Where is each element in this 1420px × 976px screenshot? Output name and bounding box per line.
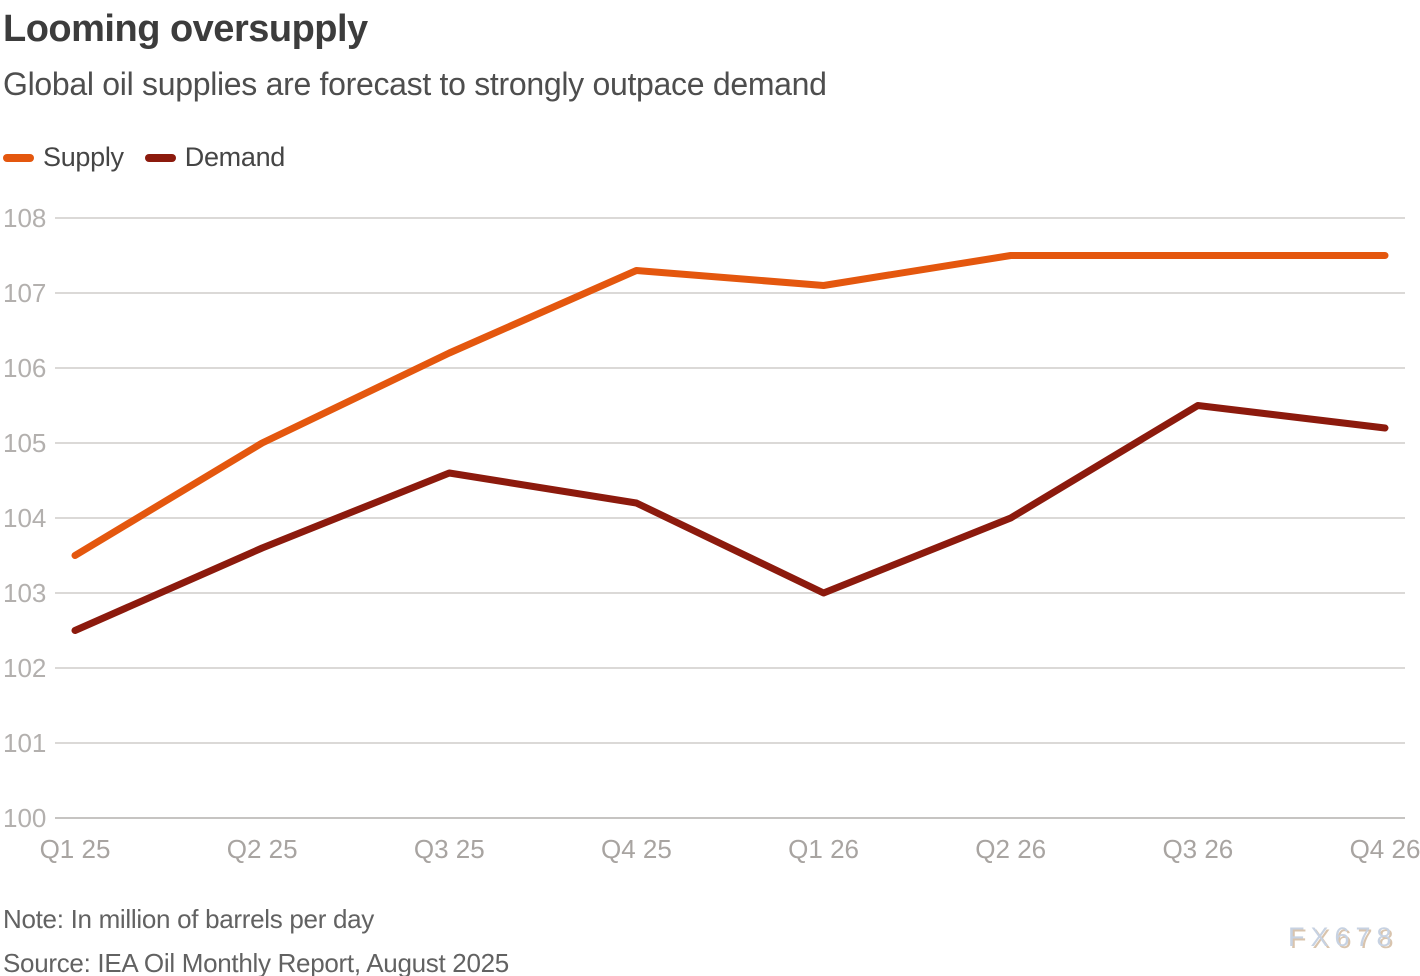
y-tick-label: 101 — [3, 728, 46, 758]
supply-swatch-icon — [3, 153, 34, 162]
y-tick-label: 104 — [3, 503, 46, 533]
supply-line — [71, 252, 1389, 559]
x-tick-label: Q1 25 — [40, 834, 111, 864]
chart-source: Source: IEA Oil Monthly Report, August 2… — [3, 948, 509, 976]
x-tick-label: Q2 25 — [227, 834, 298, 864]
legend-item-supply: Supply — [3, 142, 124, 173]
y-tick-label: 106 — [3, 353, 46, 383]
x-tick-label: Q4 26 — [1350, 834, 1420, 864]
chart-note: Note: In million of barrels per day — [3, 904, 375, 934]
y-tick-label: 107 — [3, 278, 46, 308]
legend: Supply Demand — [3, 142, 285, 173]
x-tick-label: Q3 25 — [414, 834, 485, 864]
legend-label-demand: Demand — [184, 142, 286, 172]
y-tick-label: 103 — [3, 578, 46, 608]
x-tick-label: Q4 25 — [601, 834, 672, 864]
x-tick-label: Q2 26 — [975, 834, 1046, 864]
demand-line — [71, 402, 1389, 634]
y-tick-label: 108 — [3, 203, 46, 233]
x-tick-label: Q1 26 — [788, 834, 859, 864]
y-tick-label: 100 — [3, 803, 46, 833]
chart-subtitle: Global oil supplies are forecast to stro… — [3, 66, 827, 102]
x-tick-label: Q3 26 — [1162, 834, 1233, 864]
y-tick-label: 105 — [3, 428, 46, 458]
chart-title: Looming oversupply — [3, 8, 368, 50]
legend-item-demand: Demand — [144, 142, 286, 173]
demand-swatch-icon — [144, 153, 176, 162]
watermark: FX678 — [1288, 922, 1398, 952]
y-tick-label: 102 — [3, 653, 46, 683]
legend-label-supply: Supply — [43, 142, 124, 172]
